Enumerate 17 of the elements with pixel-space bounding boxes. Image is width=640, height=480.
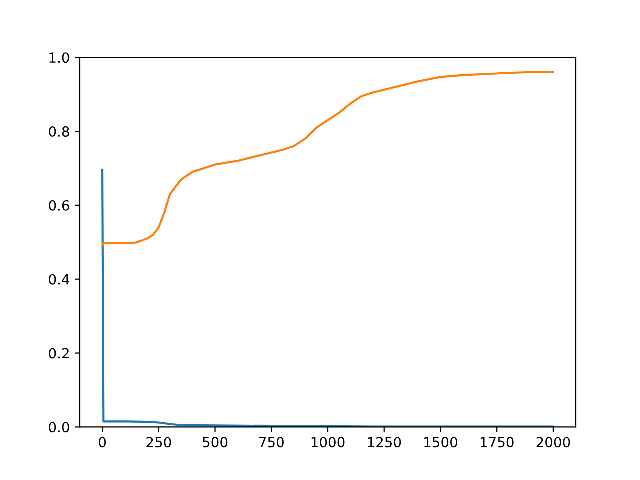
- x-tick-label: 1500: [424, 437, 458, 448]
- line-series: [102, 169, 554, 428]
- y-tick-label: 1.0: [50, 52, 70, 64]
- line-series: [102, 70, 554, 248]
- x-tick-label: 1250: [368, 437, 402, 448]
- x-tick-label: 2000: [536, 437, 570, 448]
- x-tick-label: 0: [99, 437, 106, 448]
- x-tick-label: 750: [260, 437, 284, 448]
- x-tick-label: 500: [203, 437, 228, 448]
- y-tick-label: 0.0: [49, 422, 70, 433]
- y-tick-label: 0.8: [49, 126, 70, 137]
- y-tick-label: 0.6: [49, 200, 70, 211]
- y-tick-label: 0.2: [49, 348, 69, 359]
- x-tick-label: 250: [146, 437, 172, 448]
- y-tick-label: 0.4: [49, 274, 70, 285]
- x-tick-label: 1750: [480, 437, 514, 448]
- x-tick-label: 1000: [312, 437, 345, 448]
